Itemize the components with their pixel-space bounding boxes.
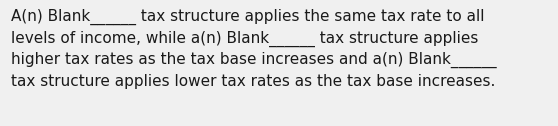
Text: A(n) Blank______ tax structure applies the same tax rate to all
levels of income: A(n) Blank______ tax structure applies t… [11, 9, 497, 89]
